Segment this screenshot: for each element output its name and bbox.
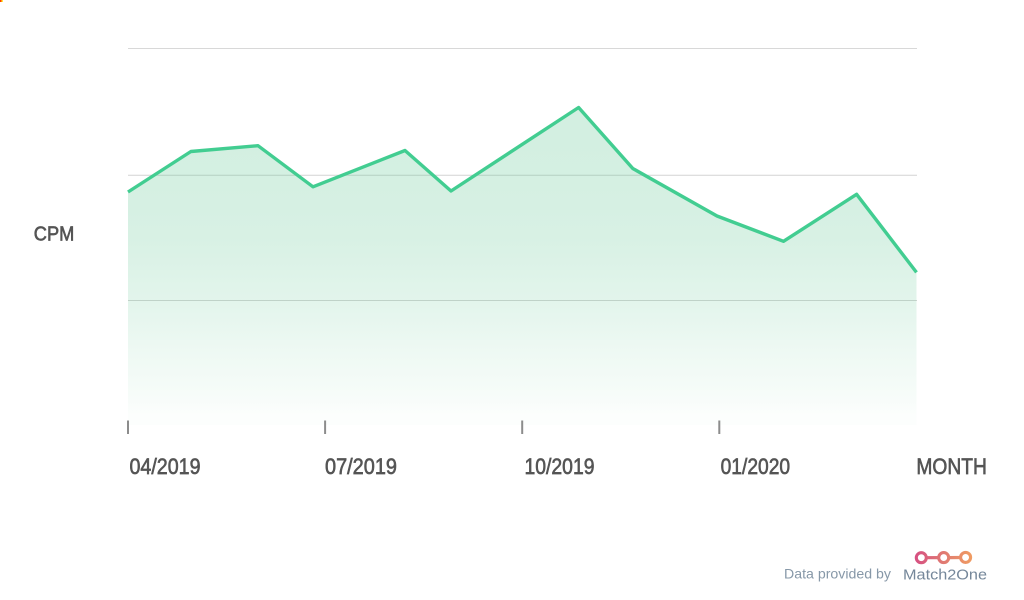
- svg-text:01/2020: 01/2020: [721, 454, 791, 479]
- svg-text:07/2019: 07/2019: [325, 454, 397, 479]
- svg-text:Match2One: Match2One: [903, 566, 987, 583]
- svg-text:Data provided by: Data provided by: [784, 566, 891, 582]
- svg-text:MONTH: MONTH: [916, 454, 987, 479]
- svg-text:CPM: CPM: [34, 222, 75, 245]
- svg-text:04/2019: 04/2019: [130, 454, 201, 479]
- svg-text:10/2019: 10/2019: [525, 454, 595, 479]
